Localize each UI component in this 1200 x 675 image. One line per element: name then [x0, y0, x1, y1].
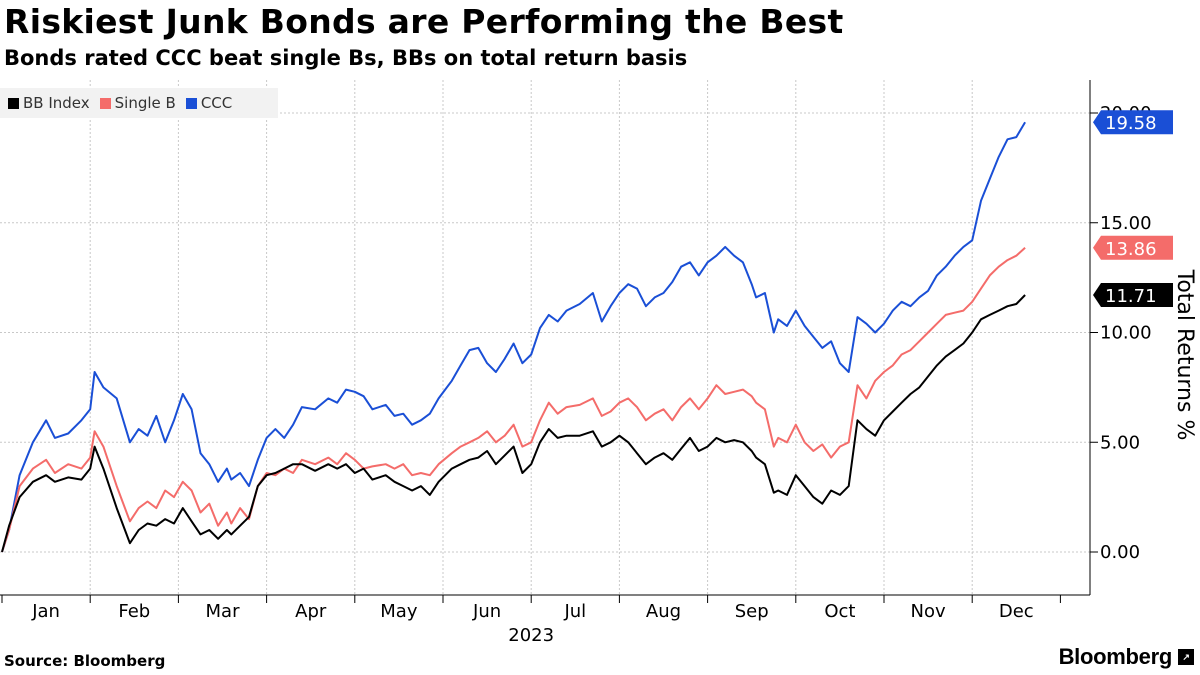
end-value-tag-single-b [1093, 235, 1173, 260]
end-value-tag-ccc [1093, 110, 1173, 135]
series-line-bb-index [1, 294, 1026, 553]
x-tick-label: Nov [911, 601, 946, 622]
legend-item-ccc[interactable]: CCC [185, 94, 233, 112]
x-tick-label: Feb [118, 601, 150, 622]
legend-label-single-b: Single B [114, 94, 176, 112]
x-tick-label: Mar [206, 601, 241, 622]
x-tick-label: Sep [735, 601, 769, 622]
x-tick-label: Jun [472, 601, 501, 622]
chart-legend: BB Index Single B CCC [0, 88, 278, 118]
end-value-tag-bb-index [1093, 282, 1173, 307]
x-tick-label: Apr [295, 601, 327, 622]
y-tick-label: 0.00 [1100, 542, 1140, 563]
chart-subtitle: Bonds rated CCC beat single Bs, BBs on t… [4, 46, 688, 70]
brand-box-icon: ↗ [1178, 649, 1194, 665]
legend-label-ccc: CCC [200, 94, 233, 112]
end-value-label-ccc: 19.58 [1105, 113, 1157, 134]
x-axis-label: 2023 [508, 625, 554, 646]
source-note: Source: Bloomberg [4, 652, 166, 670]
legend-item-single-b[interactable]: Single B [99, 94, 176, 112]
series-line-single-b [1, 247, 1026, 553]
legend-swatch-single-b [99, 97, 111, 109]
legend-swatch-bb-index [8, 97, 19, 109]
series-line-ccc [1, 121, 1026, 553]
chart-title: Riskiest Junk Bonds are Performing the B… [4, 2, 844, 41]
y-axis-title: Total Returns % [1172, 269, 1197, 441]
legend-label-bb-index: BB Index [23, 94, 90, 112]
legend-item-bb-index[interactable]: BB Index [8, 94, 90, 112]
x-tick-label: May [380, 601, 418, 622]
y-tick-label: 10.00 [1100, 323, 1152, 344]
brand-name: Bloomberg [1058, 644, 1173, 669]
end-value-label-bb-index: 11.71 [1105, 286, 1157, 307]
x-tick-label: Aug [646, 601, 681, 622]
x-tick-label: Jan [31, 601, 60, 622]
end-value-label-single-b: 13.86 [1105, 239, 1157, 260]
x-tick-label: Oct [824, 601, 855, 622]
bloomberg-logo: Bloomberg ↗ [1059, 644, 1194, 670]
legend-swatch-ccc [185, 97, 197, 109]
y-tick-label: 15.00 [1100, 213, 1152, 234]
x-tick-label: Jul [563, 601, 586, 622]
y-tick-label: 5.00 [1100, 432, 1140, 453]
x-tick-label: Dec [999, 601, 1034, 622]
